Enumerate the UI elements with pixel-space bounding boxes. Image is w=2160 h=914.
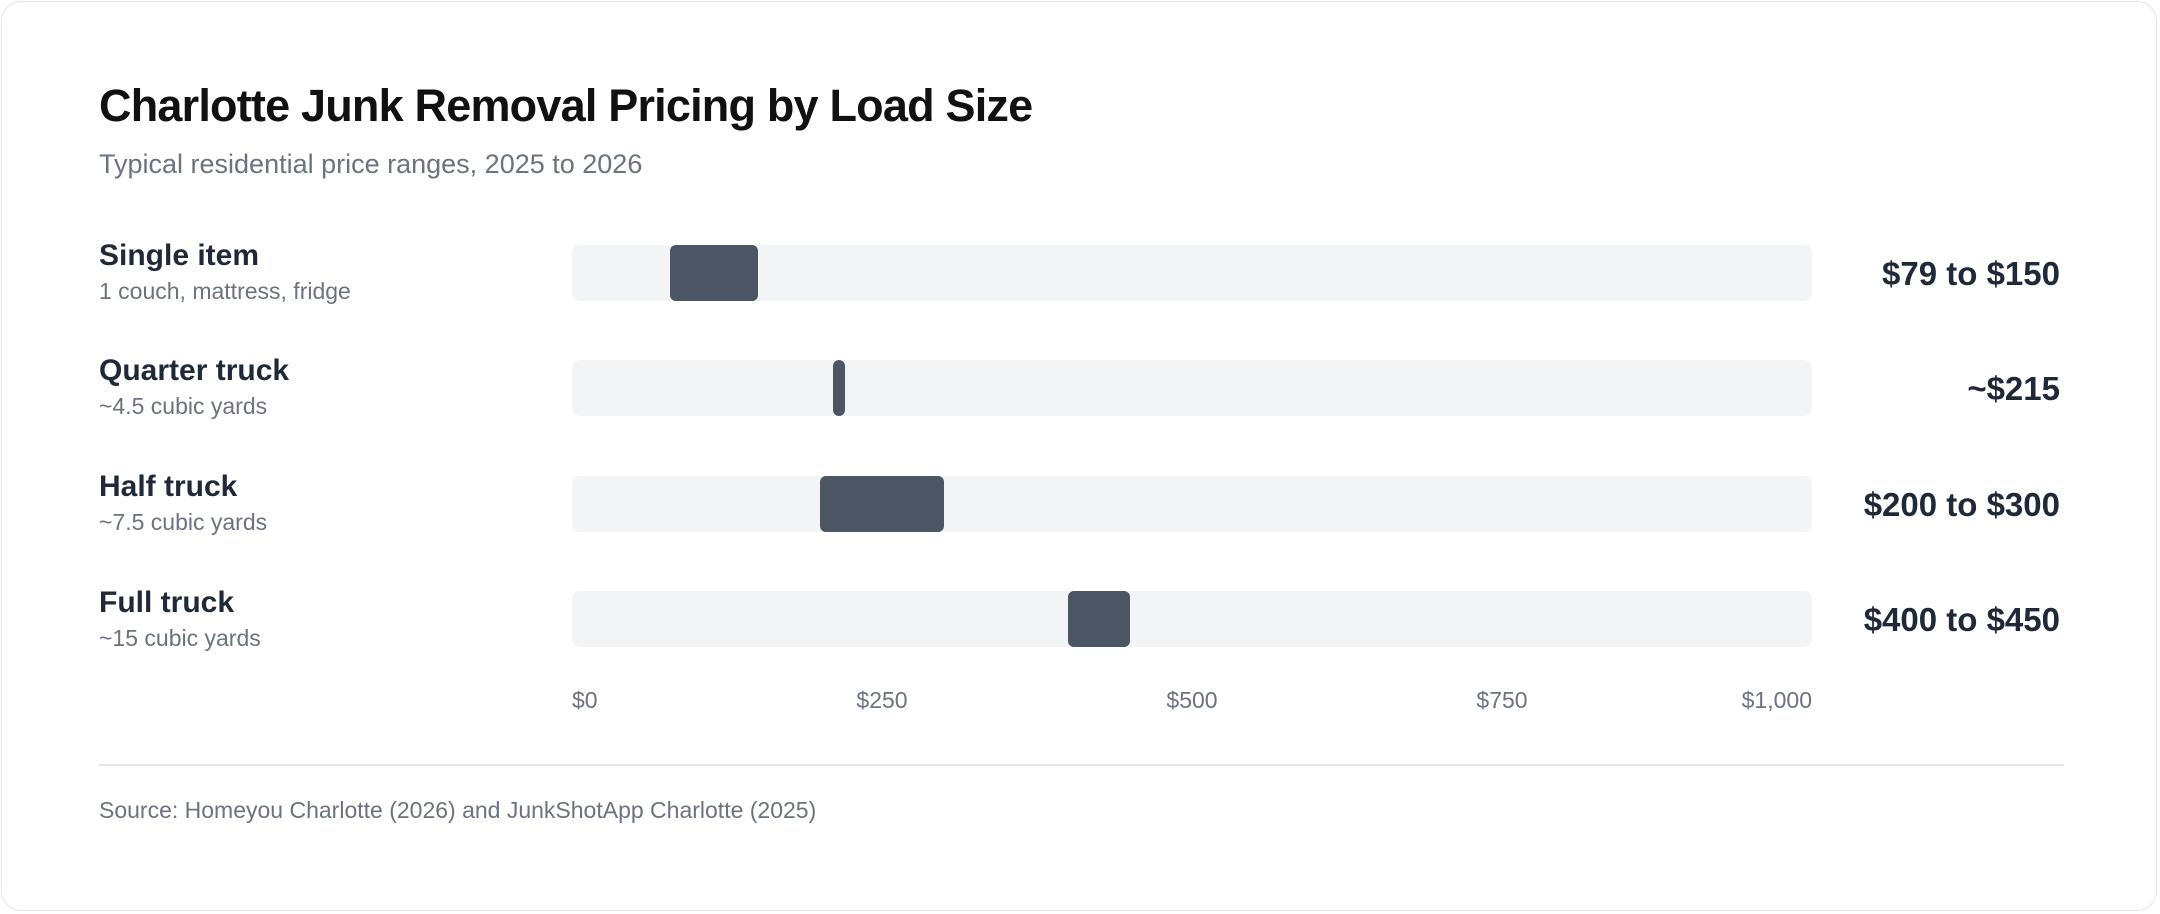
x-tick-label: $0: [572, 687, 598, 713]
row-name: Quarter truck: [99, 354, 290, 387]
x-tick-label: $1,000: [1741, 687, 1812, 713]
track-single-item: [572, 245, 1812, 301]
x-axis: $0 $250 $500 $750 $1,000: [572, 687, 1812, 717]
value-label-half-truck: $200 to $300: [1863, 486, 2060, 523]
value-label-single-item: $79 to $150: [1882, 255, 2060, 292]
row-label-full-truck: Full truck ~15 cubic yards: [99, 585, 559, 653]
row-name: Single item: [99, 239, 260, 272]
x-tick-label: $250: [856, 687, 908, 713]
row-label-single-item: Single item 1 couch, mattress, fridge: [99, 238, 559, 306]
track-full-truck: [572, 591, 1812, 647]
chart-title: Charlotte Junk Removal Pricing by Load S…: [99, 80, 1033, 131]
chart-subtitle: Typical residential price ranges, 2025 t…: [99, 149, 643, 179]
x-tick-label: $750: [1476, 687, 1528, 713]
row-name: Full truck: [99, 586, 235, 619]
track-half-truck: [572, 476, 1812, 532]
row-label-half-truck: Half truck ~7.5 cubic yards: [99, 469, 559, 537]
source-note: Source: Homeyou Charlotte (2026) and Jun…: [99, 797, 817, 823]
value-label-full-truck: $400 to $450: [1863, 601, 2060, 638]
row-detail: ~15 cubic yards: [99, 625, 261, 651]
row-label-quarter-truck: Quarter truck ~4.5 cubic yards: [99, 353, 559, 421]
x-tick-label: $500: [1166, 687, 1218, 713]
row-detail: 1 couch, mattress, fridge: [99, 278, 351, 304]
range-bar-single-item: [669, 245, 758, 301]
track-quarter-truck: [572, 360, 1812, 416]
row-name: Half truck: [99, 470, 238, 503]
range-bar-quarter-truck: [832, 360, 845, 416]
range-bar-full-truck: [1068, 591, 1130, 647]
value-label-quarter-truck: ~$215: [1967, 370, 2060, 407]
row-detail: ~4.5 cubic yards: [99, 393, 268, 419]
range-bar-half-truck: [820, 476, 944, 532]
row-detail: ~7.5 cubic yards: [99, 509, 268, 535]
divider: [99, 764, 2064, 766]
